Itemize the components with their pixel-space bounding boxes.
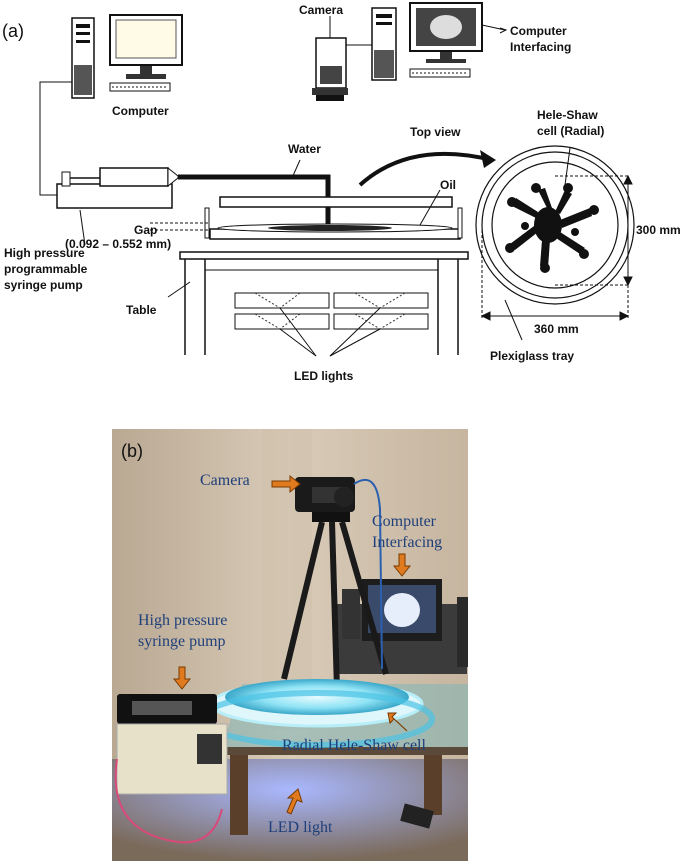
tray-label: Plexiglass tray	[490, 349, 575, 363]
syringe-pump-schematic	[56, 166, 179, 209]
panel-a-tag: (a)	[2, 21, 24, 41]
led-boxes	[234, 292, 429, 357]
computer-interfacing-label-1: Computer	[510, 24, 567, 38]
panel-b-tag: (b)	[121, 441, 143, 461]
gap-range-label: (0.092 – 0.552 mm)	[65, 237, 172, 251]
photo-illustration	[112, 429, 468, 861]
led-lights-label: LED lights	[294, 369, 354, 383]
photo-pump-label-1: High pressure	[138, 612, 228, 629]
computer-interfacing-label-2: Interfacing	[510, 40, 572, 54]
dim-300-label: 300 mm	[636, 223, 681, 237]
right-computer-icon	[371, 2, 483, 81]
photo-led-label: LED light	[268, 819, 333, 836]
hele-shaw-label-1: Hele-Shaw	[537, 108, 598, 122]
gap-label: Gap	[134, 223, 158, 237]
hele-shaw-top-view	[475, 145, 635, 305]
table-label: Table	[126, 303, 157, 317]
computer-label: Computer	[112, 104, 169, 118]
schematic-diagram	[39, 2, 635, 357]
photo-camera-label: Camera	[200, 472, 250, 489]
photo-computer-label-1: Computer	[372, 513, 436, 530]
left-computer-icon	[71, 14, 183, 99]
pump-label-1: High pressure	[4, 246, 85, 260]
photo-computer-label-2: Interfacing	[372, 534, 443, 551]
water-label: Water	[288, 142, 321, 156]
photo-pump-label-2: syringe pump	[138, 633, 226, 650]
table-schematic	[167, 251, 469, 355]
oil-label: Oil	[440, 178, 457, 192]
camera-icon	[312, 37, 348, 101]
top-view-label: Top view	[410, 125, 461, 139]
pump-label-2: programmable	[4, 262, 88, 276]
experimental-setup-photo	[112, 429, 468, 861]
dimension-lines	[79, 174, 633, 341]
hele-shaw-label-2: cell (Radial)	[537, 124, 605, 138]
dim-360-label: 360 mm	[534, 322, 579, 336]
cell-cross-section	[150, 189, 463, 240]
camera-label: Camera	[299, 3, 344, 17]
pump-label-3: syringe pump	[4, 278, 83, 292]
photo-cell-label: Radial Hele-Shaw cell	[282, 737, 426, 754]
